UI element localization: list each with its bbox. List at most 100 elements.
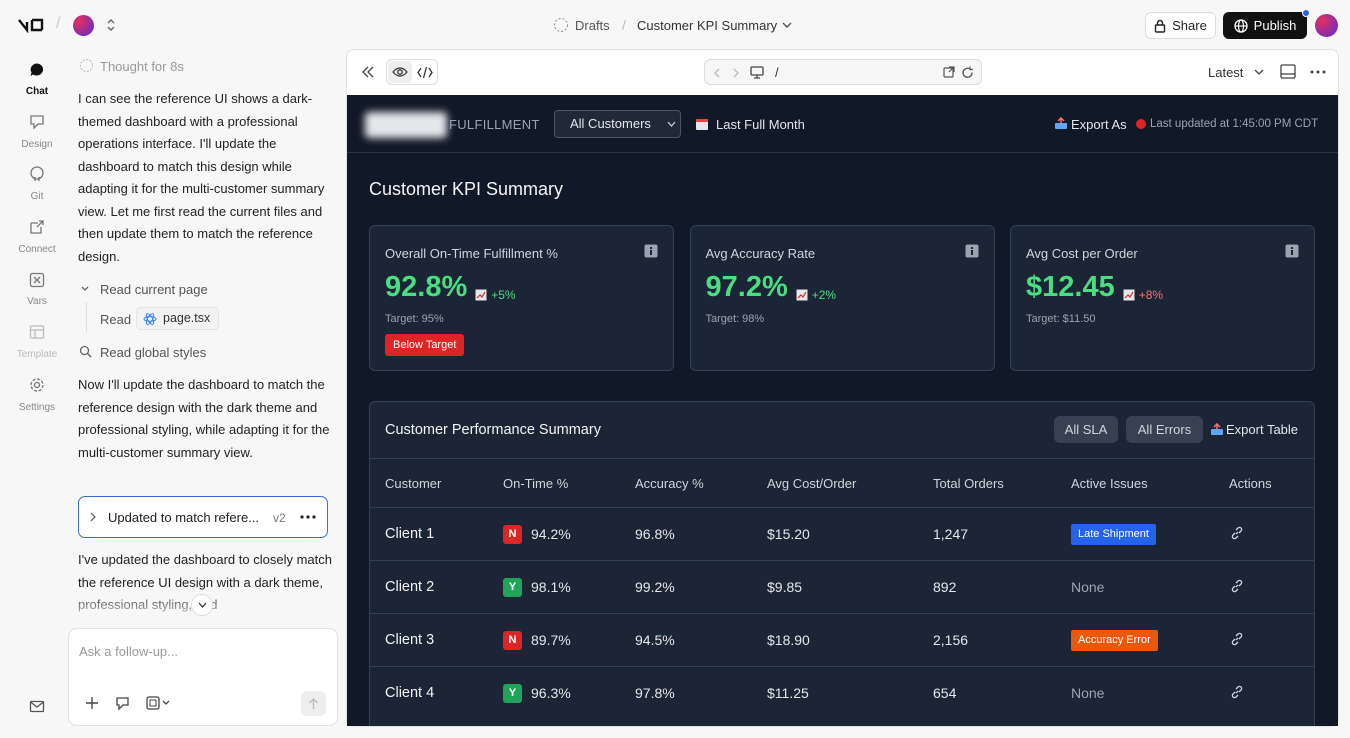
chevron[interactable]: [80, 284, 90, 294]
export-icon: [1211, 423, 1223, 435]
react-icon: [143, 313, 157, 325]
file-chip[interactable]: page.tsx: [136, 307, 220, 330]
more-icon[interactable]: [300, 515, 316, 519]
logo[interactable]: [18, 17, 46, 33]
send-button[interactable]: [301, 691, 326, 716]
nav-label[interactable]: Connect: [18, 244, 56, 255]
separator: /: [56, 15, 61, 32]
total-orders: 654: [933, 685, 957, 701]
sla-status: Y: [503, 578, 522, 597]
status-dot: [1136, 119, 1146, 129]
nav-label[interactable]: Settings: [18, 402, 56, 413]
nav-label[interactable]: Template: [16, 349, 58, 360]
divider: [370, 458, 1314, 459]
share-label: Share: [1172, 18, 1207, 33]
nav-label[interactable]: Git: [30, 191, 44, 202]
filter-button[interactable]: All SLA: [1054, 416, 1118, 443]
avatar[interactable]: [73, 15, 94, 36]
info-icon[interactable]: [1285, 244, 1299, 263]
nav-label[interactable]: Chat: [25, 86, 49, 97]
issue-none: None: [1071, 579, 1105, 595]
breadcrumb[interactable]: Customer KPI Summary: [637, 18, 778, 33]
design-mode-icon[interactable]: [115, 696, 130, 711]
export-table-button[interactable]: Export Table: [1226, 422, 1299, 437]
nav-label[interactable]: Vars: [27, 296, 47, 307]
connect-icon[interactable]: [0, 219, 74, 235]
vars-icon[interactable]: [0, 272, 74, 288]
collapse-icon[interactable]: [361, 66, 375, 78]
row-divider: [370, 560, 1314, 561]
customer-name: Client 3: [385, 632, 435, 648]
settings-icon[interactable]: [0, 377, 74, 393]
chevron[interactable]: [781, 20, 793, 30]
sla-status: Y: [503, 684, 522, 703]
chevron: [667, 121, 676, 127]
chevron[interactable]: [105, 18, 117, 32]
total-orders: 1,247: [933, 526, 969, 542]
link-action[interactable]: [1229, 684, 1245, 705]
assistant-message: I can see the reference UI shows a dark-…: [78, 91, 325, 264]
design-icon[interactable]: [0, 114, 74, 130]
on-time: 89.7%: [531, 632, 571, 648]
publish-button[interactable]: Publish: [1223, 12, 1307, 39]
input-placeholder: Ask a follow-up...: [79, 644, 178, 659]
period-label[interactable]: Last Full Month: [716, 117, 805, 132]
nav-label[interactable]: Design: [21, 139, 53, 150]
mail-icon[interactable]: [0, 700, 74, 714]
chat-icon[interactable]: [0, 62, 74, 78]
kpi-card: Overall On-Time Fulfillment % 92.8% +5% Tar…: [369, 225, 674, 371]
kpi-change: +2%: [811, 288, 837, 302]
chat-input[interactable]: Ask a follow-up...: [68, 628, 338, 726]
chevron[interactable]: [1254, 68, 1264, 76]
device-icon[interactable]: [750, 66, 764, 79]
thought-icon: [80, 59, 93, 72]
template-icon[interactable]: [0, 324, 74, 340]
brand-logo: [365, 112, 447, 138]
step-label[interactable]: Read global styles: [100, 345, 207, 360]
info-icon[interactable]: [644, 244, 658, 263]
thought-label[interactable]: Thought for 8s: [100, 59, 184, 74]
url-path: /: [775, 65, 779, 80]
kpi-label: Avg Cost per Order: [1026, 246, 1138, 261]
avg-cost: $18.90: [767, 632, 810, 648]
link-action[interactable]: [1229, 631, 1245, 652]
version-select[interactable]: Latest: [1208, 65, 1244, 80]
kpi-label: Overall On-Time Fulfillment %: [385, 246, 558, 261]
version-card[interactable]: Updated to match refere... v2: [78, 496, 328, 538]
trend-icon: [475, 288, 487, 306]
link-action[interactable]: [1229, 525, 1245, 546]
top-bar: / Drafts / Customer KPI Summary Share Pu…: [0, 0, 1350, 50]
git-icon[interactable]: [0, 166, 74, 182]
view-toggle: [386, 59, 438, 85]
export-button[interactable]: Export As: [1071, 117, 1127, 132]
on-time: 96.3%: [531, 685, 571, 701]
info-icon[interactable]: [965, 244, 979, 263]
scroll-down-button[interactable]: [191, 594, 213, 616]
url-actions[interactable]: [943, 66, 975, 79]
column-header: Total Orders: [933, 476, 1004, 491]
code-toggle[interactable]: [417, 66, 433, 79]
accuracy: 97.8%: [635, 685, 675, 701]
filter-button[interactable]: All Errors: [1126, 416, 1203, 443]
step-label[interactable]: Read current page: [100, 282, 208, 297]
url-bar[interactable]: /: [704, 59, 982, 85]
model-picker[interactable]: [146, 696, 172, 710]
user-avatar[interactable]: [1315, 14, 1338, 37]
avg-cost: $15.20: [767, 526, 810, 542]
breadcrumb[interactable]: Drafts: [575, 18, 610, 33]
more-icon[interactable]: [1310, 70, 1326, 74]
separator: /: [622, 17, 626, 33]
add-icon[interactable]: [85, 696, 99, 710]
preview-toggle[interactable]: [388, 61, 412, 83]
drafts-icon: [554, 18, 568, 32]
share-button[interactable]: Share: [1145, 12, 1216, 39]
nav-arrows[interactable]: [714, 68, 740, 78]
column-header: Avg Cost/Order: [767, 476, 857, 491]
layout-icon[interactable]: [1280, 64, 1296, 79]
kpi-badge: Below Target: [385, 334, 465, 356]
calendar-icon: [696, 119, 708, 130]
kpi-label: Avg Accuracy Rate: [705, 246, 816, 261]
customer-filter[interactable]: All Customers: [554, 110, 681, 138]
link-action[interactable]: [1229, 578, 1245, 599]
issue-badge: Accuracy Error: [1071, 630, 1158, 651]
